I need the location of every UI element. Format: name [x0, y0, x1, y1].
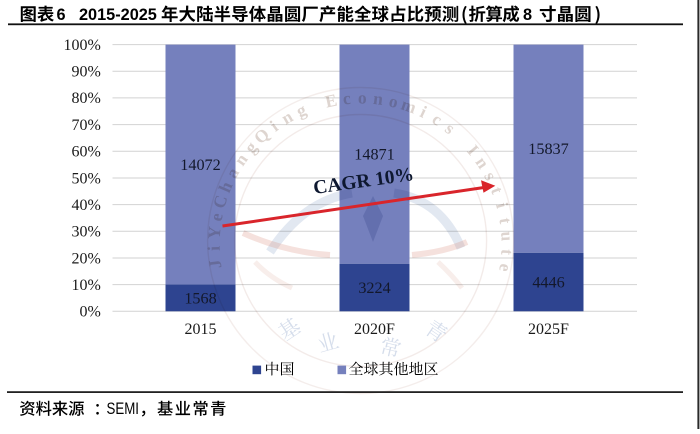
svg-text:4446: 4446 [532, 274, 564, 292]
svg-text:3224: 3224 [358, 279, 390, 297]
svg-text:t: t [495, 216, 516, 225]
svg-text:2025F: 2025F [528, 321, 569, 338]
svg-text:90%: 90% [71, 64, 100, 81]
svg-text:E: E [323, 90, 338, 112]
svg-text:15837: 15837 [528, 140, 568, 158]
svg-text:C: C [209, 193, 232, 211]
svg-text:n: n [372, 88, 384, 109]
svg-text:t: t [497, 249, 517, 256]
svg-text:60%: 60% [71, 144, 100, 161]
svg-text:i: i [492, 200, 513, 210]
svg-text:8: 8 [523, 6, 532, 24]
svg-text:80%: 80% [71, 90, 100, 107]
svg-text:10%: 10% [71, 277, 100, 294]
svg-text:u: u [497, 231, 518, 242]
svg-text:1568: 1568 [184, 290, 216, 308]
svg-text:e: e [206, 211, 227, 223]
svg-text:14871: 14871 [354, 146, 394, 164]
svg-text:20%: 20% [71, 250, 100, 267]
svg-text:c: c [342, 88, 352, 109]
svg-text:SEMI: SEMI [107, 400, 140, 418]
svg-text:2015: 2015 [185, 321, 217, 338]
svg-text:o: o [358, 87, 367, 107]
svg-text:m: m [399, 94, 420, 118]
svg-text:50%: 50% [71, 170, 100, 187]
svg-text:0%: 0% [79, 304, 100, 321]
svg-text:100%: 100% [63, 37, 100, 54]
svg-text:2020F: 2020F [354, 321, 395, 338]
svg-text:14072: 14072 [180, 156, 220, 174]
svg-text:40%: 40% [71, 197, 100, 214]
svg-text:Y: Y [204, 225, 225, 240]
svg-text:i: i [204, 246, 224, 252]
svg-text:6: 6 [57, 6, 66, 24]
svg-text:70%: 70% [71, 117, 100, 134]
svg-text:2015-2025: 2015-2025 [79, 6, 157, 24]
svg-text:e: e [495, 262, 516, 273]
svg-text:J: J [204, 258, 225, 270]
svg-text:30%: 30% [71, 224, 100, 241]
